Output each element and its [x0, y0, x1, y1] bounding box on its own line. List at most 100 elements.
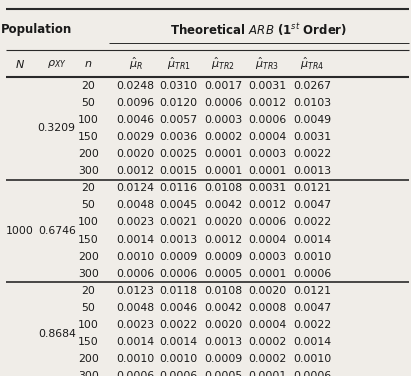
Text: 200: 200: [78, 354, 99, 364]
Text: 100: 100: [78, 320, 99, 330]
Text: 0.0031: 0.0031: [248, 80, 286, 91]
Text: 20: 20: [81, 80, 95, 91]
Text: 20: 20: [81, 286, 95, 296]
Text: 0.0008: 0.0008: [248, 303, 286, 313]
Text: 200: 200: [78, 149, 99, 159]
Text: 0.0267: 0.0267: [293, 80, 331, 91]
Text: 0.0003: 0.0003: [204, 115, 242, 125]
Text: 0.0006: 0.0006: [248, 115, 286, 125]
Text: 0.0010: 0.0010: [293, 252, 332, 262]
Text: 0.0047: 0.0047: [293, 200, 331, 211]
Text: 0.0014: 0.0014: [293, 337, 331, 347]
Text: 0.0006: 0.0006: [159, 371, 198, 376]
Text: 0.0121: 0.0121: [293, 183, 331, 193]
Text: 0.0014: 0.0014: [159, 337, 197, 347]
Text: 0.0020: 0.0020: [248, 286, 286, 296]
Text: 0.0004: 0.0004: [248, 320, 286, 330]
Text: 0.0025: 0.0025: [159, 149, 197, 159]
Text: 0.0108: 0.0108: [204, 286, 242, 296]
Text: 0.0006: 0.0006: [116, 371, 155, 376]
Text: 0.0006: 0.0006: [293, 269, 332, 279]
Text: 50: 50: [81, 98, 95, 108]
Text: 0.0046: 0.0046: [117, 115, 155, 125]
Text: 0.0012: 0.0012: [204, 235, 242, 245]
Text: 0.0001: 0.0001: [204, 149, 242, 159]
Text: 0.0003: 0.0003: [248, 252, 286, 262]
Text: 0.0017: 0.0017: [204, 80, 242, 91]
Text: 0.0096: 0.0096: [117, 98, 155, 108]
Text: 0.0042: 0.0042: [204, 303, 242, 313]
Text: 0.0002: 0.0002: [248, 354, 286, 364]
Text: 0.0118: 0.0118: [159, 286, 197, 296]
Text: 0.0048: 0.0048: [117, 200, 155, 211]
Text: 0.0021: 0.0021: [159, 217, 197, 227]
Text: 0.0023: 0.0023: [117, 320, 155, 330]
Text: 0.0014: 0.0014: [293, 235, 331, 245]
Text: 100: 100: [78, 217, 99, 227]
Text: 0.0003: 0.0003: [248, 149, 286, 159]
Text: $\hat{\mu}_{TR4}$: $\hat{\mu}_{TR4}$: [300, 55, 324, 72]
Text: 0.0120: 0.0120: [159, 98, 197, 108]
Text: 0.0001: 0.0001: [248, 371, 286, 376]
Text: 0.0029: 0.0029: [117, 132, 155, 142]
Text: 100: 100: [78, 115, 99, 125]
Text: 1000: 1000: [6, 226, 34, 236]
Text: 0.0022: 0.0022: [159, 320, 197, 330]
Text: 0.0002: 0.0002: [204, 132, 242, 142]
Text: 0.0049: 0.0049: [293, 115, 331, 125]
Text: 50: 50: [81, 303, 95, 313]
Text: 0.0116: 0.0116: [159, 183, 197, 193]
Text: 0.6746: 0.6746: [38, 226, 76, 236]
Text: 0.0020: 0.0020: [204, 217, 242, 227]
Text: $\rho_{XY}$: $\rho_{XY}$: [47, 58, 67, 70]
Text: 0.0124: 0.0124: [117, 183, 155, 193]
Text: $\hat{\mu}_{TR1}$: $\hat{\mu}_{TR1}$: [166, 55, 190, 72]
Text: 0.0001: 0.0001: [248, 166, 286, 176]
Text: 0.0103: 0.0103: [293, 98, 331, 108]
Text: 0.0046: 0.0046: [159, 303, 197, 313]
Text: Population: Population: [1, 23, 73, 36]
Text: 0.0001: 0.0001: [248, 269, 286, 279]
Text: $n$: $n$: [84, 59, 92, 68]
Text: 0.0012: 0.0012: [248, 98, 286, 108]
Text: 0.0022: 0.0022: [293, 149, 331, 159]
Text: 150: 150: [78, 235, 99, 245]
Text: 0.0031: 0.0031: [248, 183, 286, 193]
Text: 0.0108: 0.0108: [204, 183, 242, 193]
Text: 0.0121: 0.0121: [293, 286, 331, 296]
Text: 0.0006: 0.0006: [248, 217, 286, 227]
Text: 0.0010: 0.0010: [116, 354, 155, 364]
Text: 0.0010: 0.0010: [293, 354, 332, 364]
Text: 0.0014: 0.0014: [117, 337, 155, 347]
Text: $\hat{\mu}_{R}$: $\hat{\mu}_{R}$: [129, 55, 143, 72]
Text: 0.0010: 0.0010: [159, 354, 198, 364]
Text: $\hat{\mu}_{TR3}$: $\hat{\mu}_{TR3}$: [255, 55, 279, 72]
Text: 0.0006: 0.0006: [159, 269, 198, 279]
Text: 0.0014: 0.0014: [117, 235, 155, 245]
Text: 0.0013: 0.0013: [204, 337, 242, 347]
Text: 0.0047: 0.0047: [293, 303, 331, 313]
Text: 0.0048: 0.0048: [117, 303, 155, 313]
Text: 0.0123: 0.0123: [117, 286, 155, 296]
Text: 300: 300: [78, 166, 99, 176]
Text: 0.0057: 0.0057: [159, 115, 197, 125]
Text: 0.0036: 0.0036: [159, 132, 197, 142]
Text: 0.0248: 0.0248: [117, 80, 155, 91]
Text: 150: 150: [78, 132, 99, 142]
Text: 0.0005: 0.0005: [204, 269, 242, 279]
Text: 50: 50: [81, 200, 95, 211]
Text: 0.0002: 0.0002: [248, 337, 286, 347]
Text: 0.0020: 0.0020: [204, 320, 242, 330]
Text: 0.0004: 0.0004: [248, 235, 286, 245]
Text: 0.0022: 0.0022: [293, 320, 331, 330]
Text: 0.3209: 0.3209: [38, 123, 76, 133]
Text: 0.0005: 0.0005: [204, 371, 242, 376]
Text: 0.0013: 0.0013: [159, 235, 197, 245]
Text: 0.0020: 0.0020: [116, 149, 155, 159]
Text: 0.0006: 0.0006: [204, 98, 242, 108]
Text: 0.0013: 0.0013: [293, 166, 331, 176]
Text: 0.0006: 0.0006: [293, 371, 332, 376]
Text: 0.0006: 0.0006: [116, 269, 155, 279]
Text: 200: 200: [78, 252, 99, 262]
Text: 0.0010: 0.0010: [116, 252, 155, 262]
